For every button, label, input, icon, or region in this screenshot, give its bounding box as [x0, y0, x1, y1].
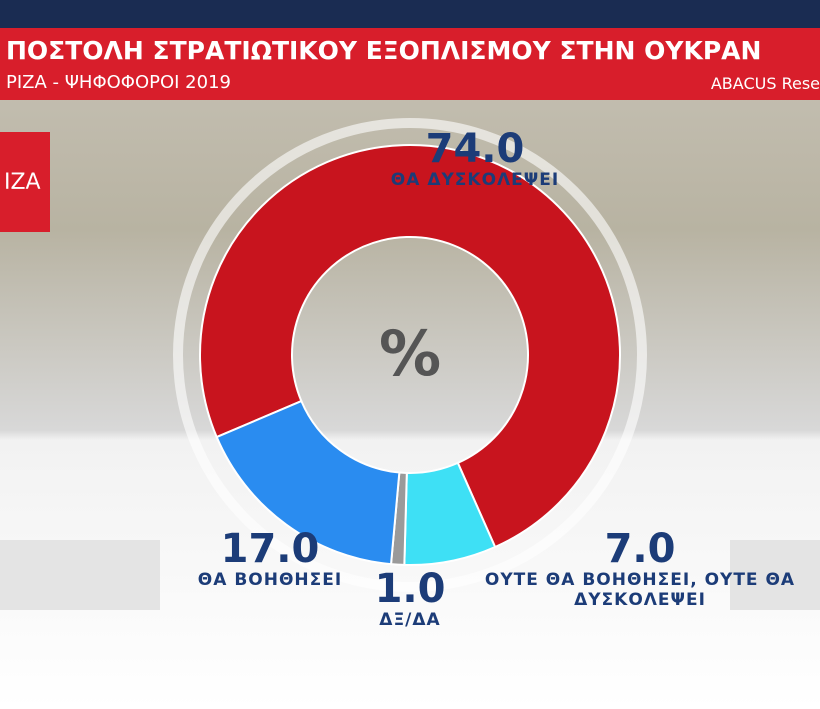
slice-label: 17.0 ΘΑ ΒΟΗΘΗΣΕΙ: [170, 528, 370, 590]
value-label: 1.0: [374, 566, 446, 612]
value-label: 74.0: [425, 126, 525, 172]
category-label: ΘΑ ΒΟΗΘΗΣΕΙ: [197, 570, 343, 590]
source: ABACUS Rese: [710, 74, 820, 93]
ring-shadow: [173, 118, 647, 592]
title: ΠΟΣΤΟΛΗ ΣΤΡΑΤΙΩΤΙΚΟΥ ΕΞΟΠΛΙΣΜΟΥ ΣΤΗΝ ΟΥΚ…: [6, 36, 762, 65]
donut-slice: [215, 399, 401, 566]
top-band: [0, 0, 820, 28]
floor-block: [730, 540, 820, 610]
logo-text: ΙΖΑ: [4, 170, 41, 195]
floor-block: [0, 540, 160, 610]
center-label: %: [379, 317, 441, 390]
slice-label: 7.0 ΟΥΤΕ ΘΑ ΒΟΗΘΗΣΕΙ, ΟΥΤΕ ΘΑ ΔΥΣΚΟΛΕΨΕΙ: [480, 528, 800, 610]
category-label: ΘΑ ΔΥΣΚΟΛΕΨΕΙ: [390, 170, 560, 190]
value-label: 17.0: [220, 526, 320, 572]
title-banner: ΠΟΣΤΟΛΗ ΣΤΡΑΤΙΩΤΙΚΟΥ ΕΞΟΠΛΙΣΜΟΥ ΣΤΗΝ ΟΥΚ…: [0, 28, 820, 100]
subtitle: ΡΙΖΑ - ΨΗΦΟΦΟΡΟΙ 2019: [6, 72, 231, 93]
value-label: 7.0: [604, 526, 676, 572]
donut-slice: [199, 144, 621, 549]
slice-label: 74.0 ΘΑ ΔΥΣΚΟΛΕΨΕΙ: [375, 128, 575, 190]
slice-label: 1.0 ΔΞ/ΔΑ: [350, 568, 470, 630]
category-label: ΟΥΤΕ ΘΑ ΒΟΗΘΗΣΕΙ, ΟΥΤΕ ΘΑ ΔΥΣΚΟΛΕΨΕΙ: [484, 570, 796, 610]
logo-box: ΙΖΑ: [0, 132, 50, 232]
category-label: ΔΞ/ΔΑ: [379, 610, 441, 630]
